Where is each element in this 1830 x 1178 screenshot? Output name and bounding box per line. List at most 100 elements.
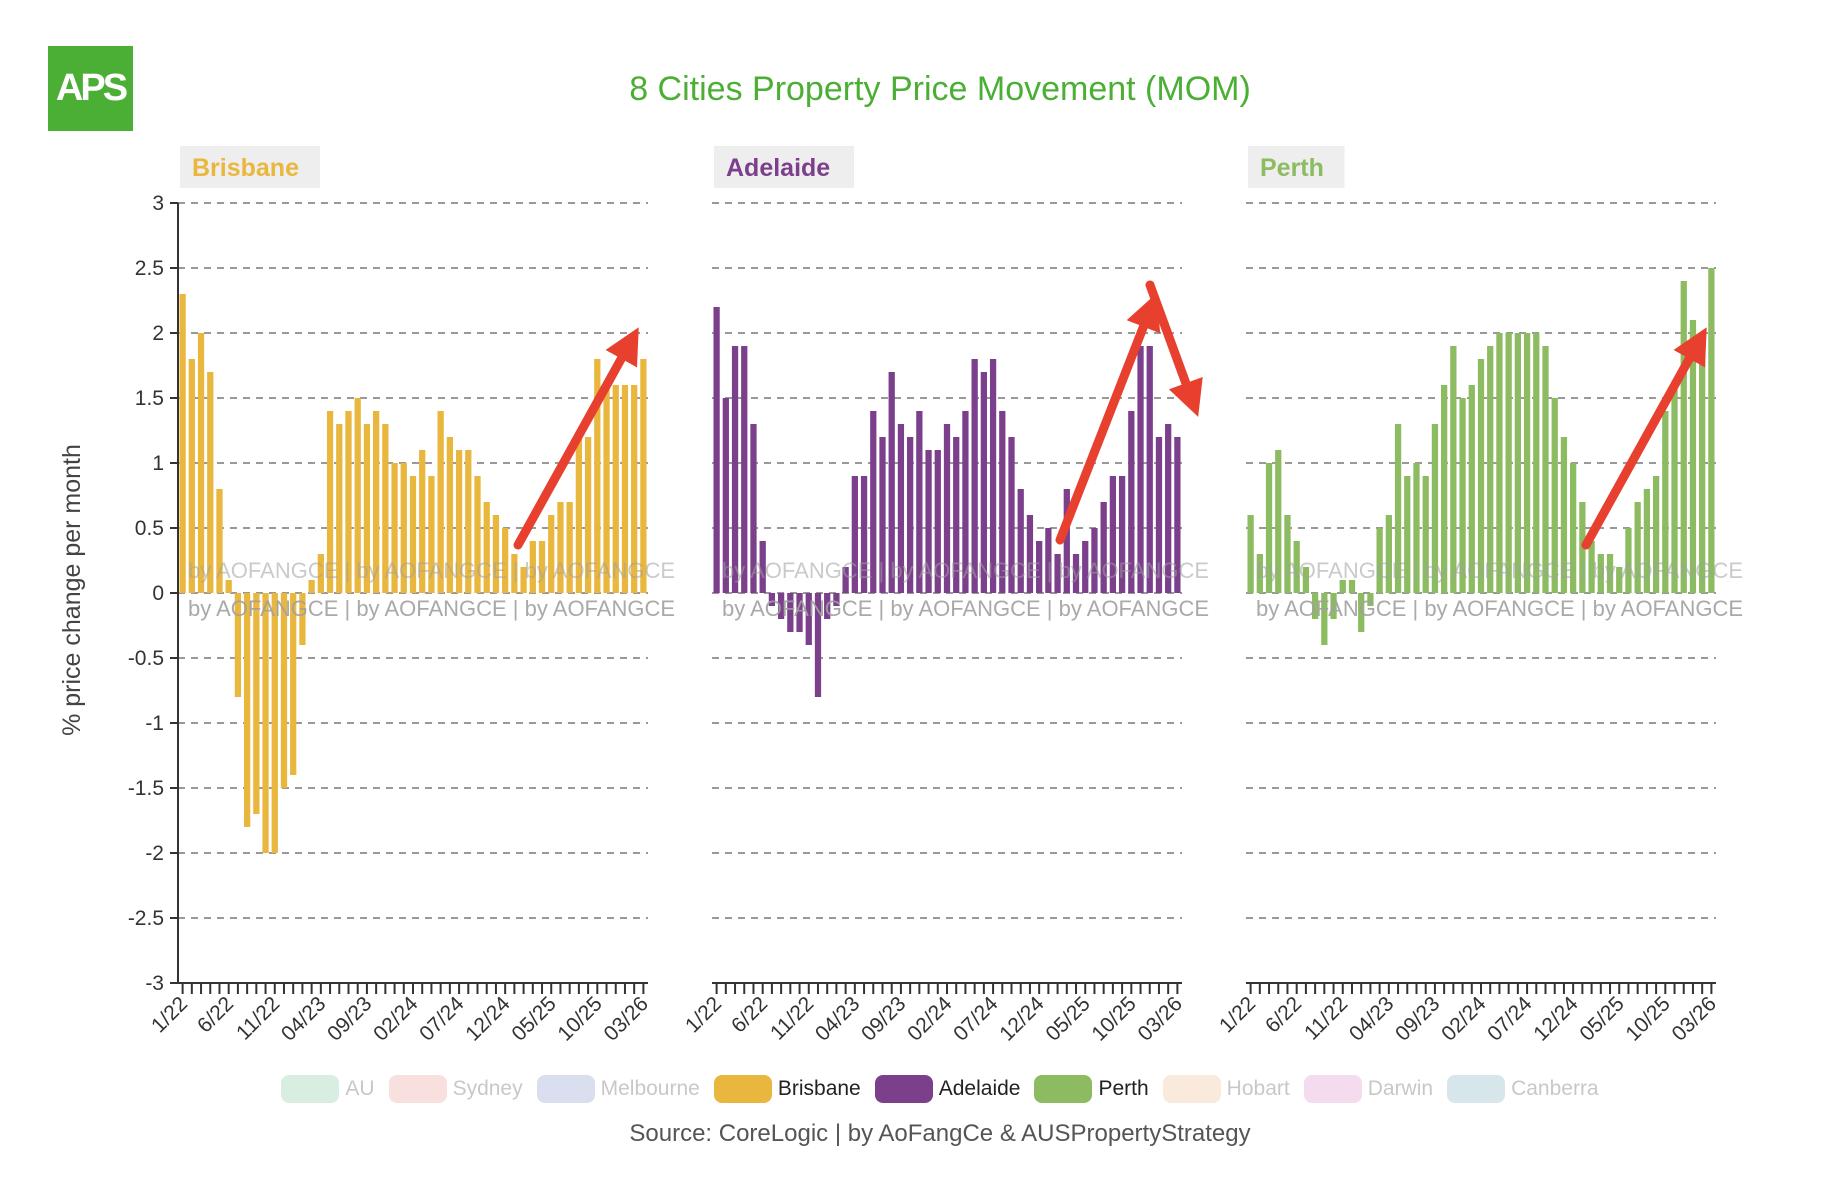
x-tick-label: 07/24 (1483, 992, 1537, 1046)
bar-perth (1477, 359, 1485, 593)
legend-item-sydney[interactable]: Sydney (388, 1075, 523, 1103)
bar-brisbane (483, 502, 490, 593)
y-tick-label: 3 (152, 192, 164, 215)
bar-brisbane (253, 593, 260, 814)
bar-adelaide (814, 593, 822, 697)
bar-perth (1431, 424, 1439, 593)
legend-item-brisbane[interactable]: Brisbane (713, 1075, 861, 1103)
panel-title-perth: Perth (1248, 146, 1345, 188)
legend-item-melbourne[interactable]: Melbourne (536, 1075, 700, 1103)
bar-adelaide (897, 424, 905, 593)
watermark: by AOFANGCE | by AOFANGCE | by AOFANGCE (188, 558, 675, 583)
bar-adelaide (953, 437, 960, 593)
chart-title: 8 Cities Property Price Movement (MOM) (629, 70, 1251, 108)
x-tick-label: 10/25 (1621, 992, 1674, 1045)
x-tick-label: 11/22 (232, 992, 284, 1044)
bar-adelaide (1137, 346, 1144, 593)
bar-perth (1662, 411, 1669, 593)
bar-brisbane (446, 437, 453, 593)
bar-adelaide (1063, 489, 1070, 593)
x-tick-label: 03/26 (599, 992, 652, 1045)
legend-label: Sydney (452, 1077, 523, 1100)
legend-item-darwin[interactable]: Darwin (1303, 1075, 1433, 1103)
bar-adelaide (943, 424, 951, 593)
bar-adelaide (1082, 541, 1089, 593)
bar-adelaide (1146, 346, 1153, 593)
bar-perth (1468, 385, 1475, 593)
bar-adelaide (1091, 528, 1098, 593)
bar-brisbane (492, 515, 500, 593)
x-tick-label: 02/24 (903, 992, 957, 1046)
bar-brisbane (326, 411, 334, 593)
x-tick-label: 12/24 (995, 992, 1049, 1046)
bar-adelaide (759, 541, 766, 593)
x-tick-label: 1/22 (1215, 992, 1260, 1037)
y-tick-label: -2 (145, 842, 164, 865)
bar-adelaide (768, 593, 776, 606)
bar-perth (1487, 346, 1494, 593)
bar-perth (1505, 333, 1512, 593)
legend-item-au[interactable]: AU (281, 1075, 375, 1103)
x-tick-label: 03/26 (1667, 992, 1720, 1045)
bar-perth (1634, 502, 1641, 593)
bar-perth (1321, 593, 1328, 645)
bar-brisbane (566, 502, 573, 593)
x-tick-label: 05/25 (1575, 992, 1628, 1045)
bar-brisbane (391, 463, 398, 593)
bar-adelaide (1118, 476, 1126, 593)
bar-perth (1330, 593, 1337, 619)
bar-perth (1671, 385, 1678, 593)
panel-title-bg (714, 146, 854, 188)
bar-adelaide (741, 346, 748, 593)
bar-adelaide (805, 593, 812, 645)
bar-adelaide (971, 359, 978, 593)
bar-perth (1358, 593, 1365, 632)
bar-adelaide (713, 307, 720, 593)
bar-adelaide (1026, 515, 1034, 593)
bar-perth (1247, 515, 1254, 593)
bar-perth (1514, 333, 1521, 593)
legend-item-canberra[interactable]: Canberra (1447, 1075, 1599, 1103)
legend-swatch (874, 1075, 933, 1103)
bar-brisbane (197, 333, 205, 593)
bar-brisbane (557, 502, 564, 593)
bar-perth (1560, 437, 1568, 593)
bar-adelaide (916, 411, 923, 593)
bar-perth (1284, 515, 1291, 593)
legend-item-adelaide[interactable]: Adelaide (874, 1075, 1020, 1103)
bar-perth (1394, 424, 1402, 593)
panel-brisbane: Brisbane by AOFANGCE | by AOFANGCE | by A… (128, 146, 675, 1046)
panel-title-text: Brisbane (192, 154, 299, 182)
bar-adelaide (1054, 554, 1061, 593)
bar-perth (1533, 333, 1540, 593)
bar-brisbane (336, 424, 343, 593)
bar-adelaide (1045, 528, 1052, 593)
bar-perth (1708, 268, 1715, 593)
bar-perth (1570, 463, 1577, 593)
bar-brisbane (502, 528, 509, 593)
x-tick-label: 6/22 (1261, 992, 1306, 1037)
x-tick-label: 6/22 (727, 992, 772, 1037)
bar-brisbane (207, 372, 214, 593)
panel-title-bg (180, 146, 320, 188)
bar-perth (1404, 476, 1411, 593)
bar-brisbane (455, 450, 463, 593)
bar-adelaide (851, 476, 858, 593)
bar-adelaide (888, 372, 895, 593)
bar-perth (1459, 398, 1466, 593)
bar-brisbane (511, 554, 518, 593)
bar-adelaide (860, 476, 868, 593)
y-tick-label: -1 (145, 712, 164, 735)
legend-label: Melbourne (600, 1077, 700, 1100)
bar-adelaide (989, 359, 997, 593)
legend-item-perth[interactable]: Perth (1034, 1075, 1149, 1103)
watermark: by AOFANGCE | by AOFANGCE | by AOFANGCE (722, 558, 1209, 583)
x-tick-label: 12/24 (1529, 992, 1583, 1046)
bar-adelaide (1109, 476, 1117, 593)
legend-item-hobart[interactable]: Hobart (1162, 1075, 1290, 1103)
watermark: by AOFANGCE | by AOFANGCE | by AOFANGCE (188, 596, 675, 621)
legend-swatch (536, 1075, 595, 1103)
legend-swatch (281, 1075, 340, 1103)
watermark: by AOFANGCE | by AOFANGCE | by AOFANGCE (1256, 596, 1743, 621)
